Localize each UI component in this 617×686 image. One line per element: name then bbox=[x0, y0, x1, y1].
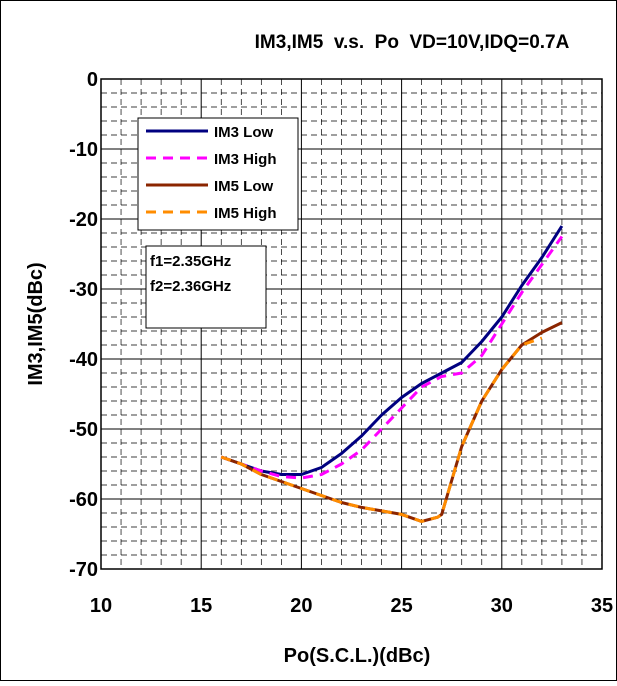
plot-area bbox=[100, 78, 603, 570]
annotation-box bbox=[145, 245, 267, 329]
series-line bbox=[220, 235, 564, 480]
series-line bbox=[220, 225, 564, 476]
y-tick-label: -40 bbox=[69, 349, 98, 371]
annotation-text: f2=2.36GHz bbox=[150, 278, 231, 295]
x-axis-label: Po(S.C.L.)(dBc) bbox=[284, 645, 431, 667]
x-tick-label: 20 bbox=[290, 595, 312, 617]
tick-labels: 10 15 20 25 30 35 0 -10 -20 -30 -40 -50 -60 -70 bbox=[69, 69, 613, 617]
x-tick-label: 15 bbox=[190, 595, 212, 617]
x-tick-label: 30 bbox=[491, 595, 513, 617]
legend-label: IM3 High bbox=[214, 151, 277, 168]
y-tick-label: -50 bbox=[69, 419, 98, 441]
chart-title: IM3,IM5 v.s. Po VD=10V,IDQ=0.7A bbox=[255, 32, 570, 53]
legend: IM3 Low IM3 High IM5 Low IM5 High bbox=[137, 117, 299, 231]
y-tick-label: 0 bbox=[87, 69, 98, 91]
x-tick-label: 10 bbox=[90, 595, 112, 617]
x-tick-label: 35 bbox=[591, 595, 613, 617]
y-tick-label: -20 bbox=[69, 209, 98, 231]
legend-label: IM5 High bbox=[214, 205, 277, 222]
series-line bbox=[220, 336, 543, 523]
series-lines bbox=[220, 225, 564, 523]
y-tick-label: -70 bbox=[69, 559, 98, 581]
y-axis-label: IM3,IM5(dBc) bbox=[25, 262, 47, 385]
y-tick-label: -30 bbox=[69, 279, 98, 301]
frequency-annotation: f1=2.35GHz f2=2.36GHz bbox=[145, 245, 267, 329]
legend-label: IM3 Low bbox=[214, 124, 273, 141]
x-tick-label: 25 bbox=[390, 595, 412, 617]
y-tick-label: -10 bbox=[69, 139, 98, 161]
y-tick-label: -60 bbox=[69, 489, 98, 511]
annotation-text: f1=2.35GHz bbox=[150, 253, 231, 270]
legend-label: IM5 Low bbox=[214, 178, 273, 195]
